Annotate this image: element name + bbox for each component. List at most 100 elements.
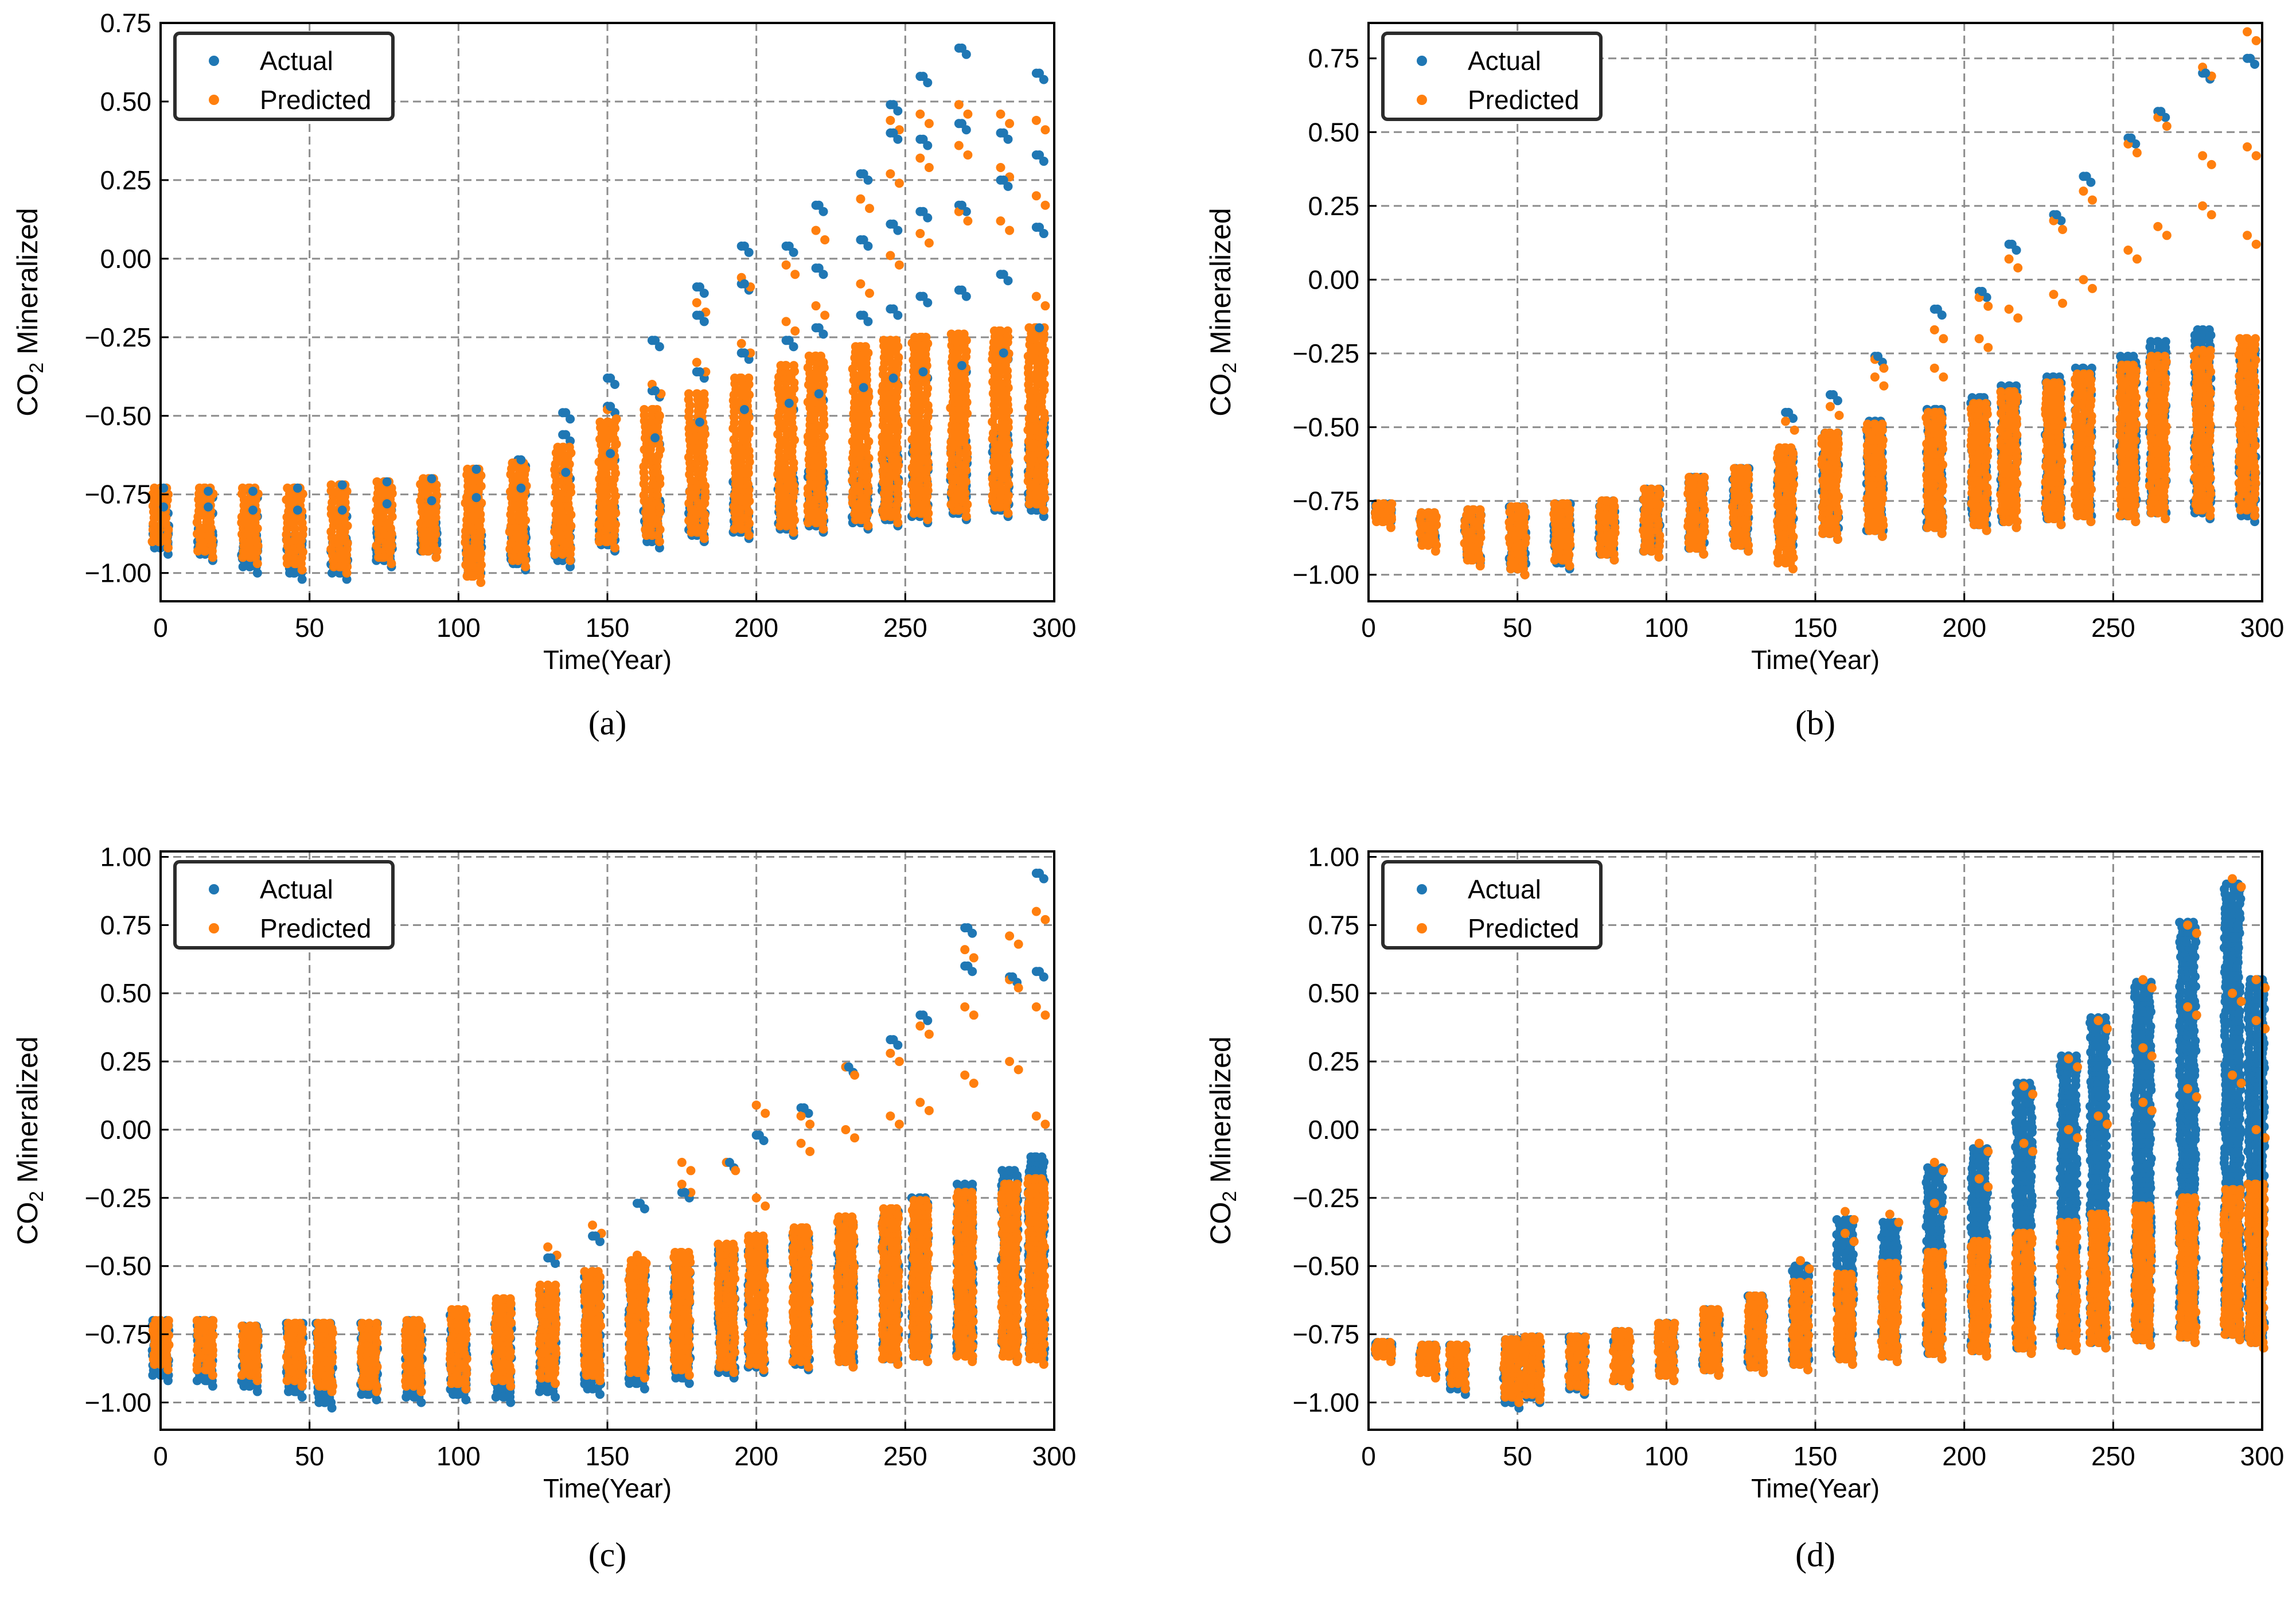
predicted-point: [820, 310, 830, 320]
actual-point: [918, 134, 928, 144]
predicted-point: [379, 553, 389, 562]
predicted-point: [1040, 200, 1050, 210]
predicted-point: [1423, 508, 1433, 518]
actual-point: [471, 493, 481, 503]
predicted-point: [647, 404, 657, 414]
predicted-point: [1378, 517, 1388, 527]
actual-point: [999, 128, 1008, 138]
actual-point: [957, 200, 967, 210]
actual-point: [1035, 323, 1044, 333]
actual-point: [342, 574, 352, 584]
predicted-point: [996, 163, 1005, 172]
predicted-point: [1520, 570, 1530, 579]
actual-point: [739, 241, 749, 251]
predicted-point: [1877, 531, 1887, 541]
predicted-point: [1386, 505, 1395, 515]
y-axis-label-rest: Mineralized: [11, 208, 44, 363]
predicted-point: [610, 423, 619, 433]
actual-point: [606, 374, 615, 383]
predicted-point: [789, 367, 798, 377]
predicted-point: [781, 317, 791, 326]
actual-point: [859, 169, 868, 178]
actual-point: [650, 336, 660, 345]
predicted-point: [856, 515, 866, 524]
predicted-point: [1744, 469, 1753, 479]
predicted-point: [297, 565, 307, 575]
predicted-point: [654, 536, 664, 546]
legend-marker-predicted: [209, 95, 219, 105]
actual-point: [2198, 325, 2208, 334]
actual-point: [957, 361, 967, 371]
predicted-point: [610, 543, 619, 553]
predicted-point: [1386, 523, 1395, 532]
predicted-point: [1744, 546, 1753, 556]
actual-point: [784, 398, 794, 408]
predicted-point: [2049, 378, 2059, 388]
actual-point: [561, 408, 571, 418]
x-tick-label: 0: [153, 613, 168, 643]
predicted-point: [2004, 517, 2014, 527]
predicted-point: [856, 194, 866, 204]
y-tick-label: −0.50: [85, 401, 151, 431]
predicted-point: [558, 442, 568, 452]
actual-point: [739, 348, 749, 358]
predicted-point: [954, 141, 964, 150]
predicted-point: [1003, 508, 1013, 518]
predicted-point: [699, 395, 709, 405]
actual-point: [252, 568, 262, 578]
panel-caption: (a): [588, 704, 627, 742]
predicted-point: [1654, 552, 1664, 562]
y-tick-label: 0.25: [100, 165, 151, 195]
predicted-point: [1781, 558, 1791, 568]
actual-point: [814, 323, 824, 333]
predicted-point: [781, 361, 791, 371]
actual-point: [784, 336, 794, 345]
predicted-point: [566, 449, 575, 458]
actual-point: [999, 270, 1008, 279]
predicted-point: [893, 518, 903, 528]
predicted-point: [654, 411, 664, 421]
predicted-point: [521, 464, 531, 474]
y-axis-label-subscript: 2: [26, 363, 48, 374]
actual-point: [290, 568, 299, 578]
predicted-point: [603, 430, 612, 439]
x-tick-label: 100: [436, 613, 481, 643]
predicted-point: [431, 553, 441, 562]
predicted-point: [1468, 505, 1478, 515]
predicted-point: [744, 380, 754, 389]
actual-point: [337, 505, 347, 515]
predicted-point: [1996, 387, 2006, 396]
predicted-point: [924, 119, 934, 129]
predicted-point: [566, 555, 575, 565]
actual-point: [957, 119, 967, 129]
actual-point: [650, 386, 660, 395]
x-tick-label: 200: [734, 613, 778, 643]
predicted-point: [387, 559, 396, 569]
predicted-point: [1937, 528, 1947, 538]
predicted-point: [692, 527, 701, 537]
predicted-point: [1475, 511, 1485, 520]
actual-point: [814, 263, 824, 273]
y-tick-label: 0.50: [100, 87, 151, 116]
actual-point: [888, 374, 898, 383]
predicted-point: [1557, 555, 1567, 565]
predicted-point: [1040, 125, 1050, 135]
predicted-point: [923, 339, 933, 348]
actual-point: [814, 200, 824, 210]
x-tick-label: 250: [883, 613, 927, 643]
predicted-point: [996, 109, 1005, 119]
predicted-point: [1691, 473, 1701, 482]
actual-point: [297, 574, 307, 584]
actual-point: [1039, 512, 1048, 522]
actual-point: [784, 241, 794, 251]
predicted-point: [865, 289, 875, 298]
y-axis-label-main: CO: [11, 374, 44, 417]
actual-point: [859, 235, 868, 244]
predicted-point: [1005, 225, 1015, 235]
predicted-point: [924, 163, 934, 172]
actual-point: [204, 502, 213, 512]
predicted-point: [476, 578, 486, 588]
panel-a: 0 50 100 150 200 250 300−1.00−0.75−0.50−0.250.…: [11, 8, 1076, 742]
